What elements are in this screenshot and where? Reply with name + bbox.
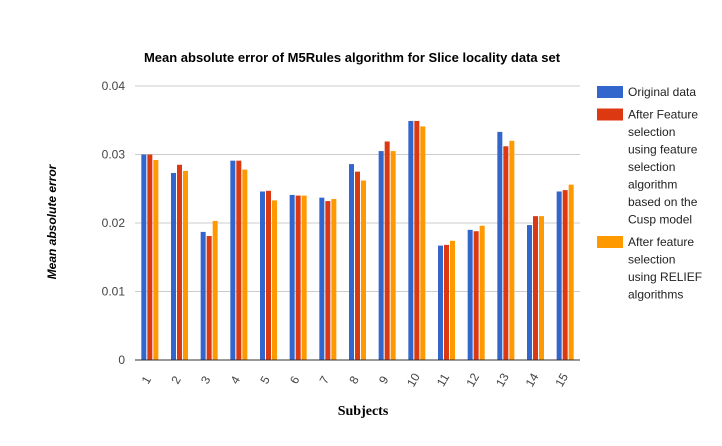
bar-series-2-subject-9 [384,141,390,360]
y-axis-title: Mean absolute error [45,163,59,279]
x-tick-label: 3 [198,373,214,386]
bar-series-1-subject-2 [171,172,176,360]
bar-series-1-subject-6 [289,194,295,360]
bar-series-2-subject-3 [206,236,212,360]
bar-series-2-subject-5 [266,190,271,360]
bar-series-3-subject-13 [509,140,515,360]
y-tick-label: 0 [118,353,125,367]
legend-label: After feature selection using RELIEF algori… [628,235,702,302]
bar-series-2-subject-12 [473,231,479,360]
bar-series-1-subject-5 [260,191,265,360]
x-tick-label: 4 [228,373,244,386]
y-tick-labels: 0 0.01 0.02 0.03 0.04 [102,79,126,367]
bar-series-1-subject-9 [378,151,384,360]
y-tick-label: 0.02 [102,216,126,230]
bars [141,120,574,360]
bar-series-2-subject-14 [533,216,538,360]
bar-series-2-subject-7 [325,201,331,360]
bar-series-1-subject-14 [527,225,532,360]
bar-series-3-subject-12 [479,225,485,360]
bar-series-3-subject-2 [183,170,188,360]
x-tick-labels: 1 2 3 4 5 6 7 8 9 10 11 12 13 14 15 [139,370,572,389]
bar-series-2-subject-13 [503,146,509,360]
bar-series-1-subject-11 [438,245,443,360]
legend: Original data After Feature selection using… [597,85,702,302]
bar-series-2-subject-4 [236,160,242,360]
bar-series-1-subject-8 [349,164,354,360]
x-tick-label: 15 [552,370,571,389]
bar-series-2-subject-10 [414,120,420,360]
bar-series-3-subject-3 [212,220,218,360]
bar-series-1-subject-15 [556,191,562,360]
bar-series-3-subject-4 [242,169,248,360]
bar-series-1-subject-1 [141,154,147,360]
y-tick-label: 0.04 [102,79,126,93]
x-tick-label: 10 [404,370,423,389]
bar-series-3-subject-1 [153,159,159,360]
x-tick-label: 12 [463,370,482,389]
x-tick-label: 7 [317,373,333,386]
bar-series-3-subject-15 [568,184,574,360]
legend-label: After Feature selection using feature selec… [628,108,698,227]
bar-series-1-subject-12 [467,229,473,360]
bar-series-1-subject-13 [497,131,503,360]
bar-series-3-subject-6 [301,195,307,360]
legend-label: Original data [628,85,696,99]
x-tick-label: 2 [168,373,184,386]
x-tick-label: 8 [346,373,362,386]
bar-series-2-subject-11 [444,244,449,360]
bar-series-1-subject-10 [408,120,414,360]
x-axis-title: Subjects [338,404,389,419]
bar-series-2-subject-1 [147,154,153,360]
bar-series-1-subject-4 [230,160,236,360]
x-tick-label: 9 [376,373,392,386]
bar-series-1-subject-3 [200,231,206,360]
bar-series-3-subject-10 [420,126,426,360]
bar-series-2-subject-6 [295,195,301,360]
bar-series-3-subject-5 [272,200,277,360]
bar-series-1-subject-7 [319,197,325,360]
y-tick-label: 0.01 [102,285,126,299]
bar-series-2-subject-15 [562,190,568,360]
x-tick-label: 13 [493,370,512,389]
chart-title: Mean absolute error of M5Rules algorithm… [144,50,561,65]
y-tick-label: 0.03 [102,148,126,162]
legend-swatch [597,108,623,121]
legend-swatch [597,86,623,98]
x-tick-label: 1 [139,373,155,386]
bar-series-3-subject-11 [450,240,455,360]
x-tick-label: 6 [287,373,303,386]
x-tick-label: 5 [257,373,273,386]
bar-series-3-subject-14 [539,216,544,360]
x-tick-label: 14 [523,370,542,389]
x-tick-label: 11 [434,371,453,389]
bar-series-2-subject-2 [177,164,182,360]
bar-series-3-subject-9 [390,151,396,360]
legend-swatch [597,236,623,248]
bar-series-3-subject-8 [361,180,366,360]
bar-series-2-subject-8 [355,171,360,360]
bar-series-3-subject-7 [331,199,337,360]
